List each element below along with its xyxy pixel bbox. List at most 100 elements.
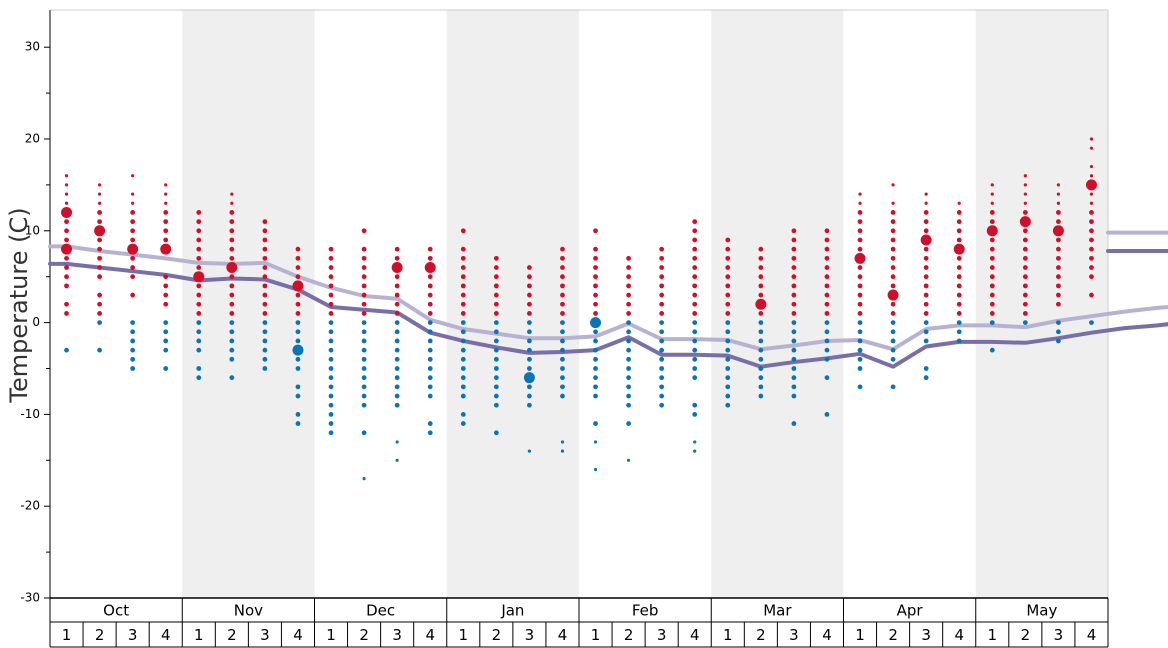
warm-point <box>1089 201 1094 205</box>
warm-point <box>659 292 665 298</box>
cold-point <box>460 320 466 325</box>
warm-point <box>328 265 334 270</box>
warm-point <box>1056 237 1061 243</box>
cold-point <box>527 402 532 408</box>
week-label: 3 <box>525 626 535 644</box>
warm-point <box>989 237 995 243</box>
month-label: Feb <box>632 602 659 620</box>
warm-point <box>527 292 532 298</box>
week-label: 2 <box>1021 626 1031 644</box>
warm-point <box>196 265 202 270</box>
warm-point <box>361 311 367 316</box>
warm-point <box>131 201 135 205</box>
warm-point <box>593 265 598 270</box>
y-tick-label: 10 <box>25 223 40 237</box>
warm-point <box>593 228 598 234</box>
warm-point <box>924 192 928 196</box>
warm-point <box>923 219 929 225</box>
warm-point <box>493 301 499 307</box>
warm-point <box>857 292 863 298</box>
cold-point <box>64 347 69 353</box>
cold-point <box>593 440 598 444</box>
cold-point <box>725 320 731 325</box>
warm-point <box>130 274 136 280</box>
warm-point <box>460 228 466 234</box>
warm-point <box>593 246 598 252</box>
warm-point <box>196 228 202 234</box>
x-axis: Oct 1 2 3 4 Nov 1 2 3 4 Dec 1 2 3 4 Jan 1 2 3 4 Feb 1 2 3 4 Mar 1 2… <box>49 597 1109 648</box>
week-label: 1 <box>326 626 336 644</box>
warm-point <box>692 292 698 298</box>
warm-point <box>659 301 665 307</box>
warm-point <box>560 283 565 289</box>
warm-point <box>64 311 69 316</box>
warm-point <box>659 265 665 270</box>
warm-point <box>460 265 466 270</box>
warm-point <box>361 274 367 280</box>
week-label: 4 <box>690 626 700 644</box>
cold-point <box>427 393 433 399</box>
cold-point <box>130 320 136 325</box>
cold-point <box>460 338 466 344</box>
cold-point <box>493 329 499 335</box>
cold-point <box>1089 320 1094 325</box>
warm-point <box>97 292 102 298</box>
cold-point <box>692 329 698 335</box>
warm-point <box>493 255 499 261</box>
cold-point <box>493 402 499 408</box>
cold-point <box>394 347 400 353</box>
cold-point <box>394 338 400 344</box>
warm-point <box>956 274 962 280</box>
warm-point <box>295 301 301 307</box>
week-label: 3 <box>1054 626 1064 644</box>
warm-point <box>164 183 168 187</box>
cold-point <box>295 320 301 325</box>
warm-point <box>791 255 797 261</box>
warm-point <box>824 301 830 307</box>
warm-point <box>493 311 499 316</box>
cold-point <box>593 375 598 381</box>
cold-point <box>560 320 565 325</box>
warm-point <box>923 228 929 234</box>
week-label: 1 <box>988 626 998 644</box>
warm-point <box>394 274 400 280</box>
warm-point <box>164 192 168 196</box>
cold-point <box>527 366 532 371</box>
cold-point <box>692 402 698 408</box>
cold-point <box>395 458 399 462</box>
cold-point <box>692 347 698 353</box>
cold-point <box>1056 329 1061 335</box>
warm-point <box>1023 174 1027 178</box>
cold-point <box>493 347 499 353</box>
cold-point <box>659 320 665 325</box>
cold-point <box>262 329 268 335</box>
month-shading <box>182 10 1108 598</box>
warm-point <box>229 283 235 289</box>
week-label: 4 <box>293 626 303 644</box>
cold-point <box>328 347 334 353</box>
warm-point <box>97 255 102 261</box>
warm-point <box>824 292 830 298</box>
cold-point <box>295 329 301 335</box>
warm-point <box>160 243 172 255</box>
cold-point <box>626 375 631 381</box>
cold-point <box>394 384 400 390</box>
warm-point <box>196 292 202 298</box>
cold-point <box>295 421 301 426</box>
warm-point <box>193 271 205 283</box>
warm-point <box>956 301 962 307</box>
warm-point <box>692 246 698 252</box>
warm-point <box>427 255 433 261</box>
warm-point <box>923 246 929 252</box>
cold-point <box>460 356 466 362</box>
warm-point <box>824 246 830 252</box>
month-label: Nov <box>234 602 263 620</box>
cold-point <box>693 449 697 453</box>
cold-point <box>328 412 334 417</box>
warm-point <box>890 210 896 215</box>
cold-point <box>328 402 334 408</box>
cold-point <box>923 320 929 325</box>
warm-point <box>791 265 797 270</box>
cold-point <box>361 347 367 353</box>
cold-point <box>692 366 698 371</box>
